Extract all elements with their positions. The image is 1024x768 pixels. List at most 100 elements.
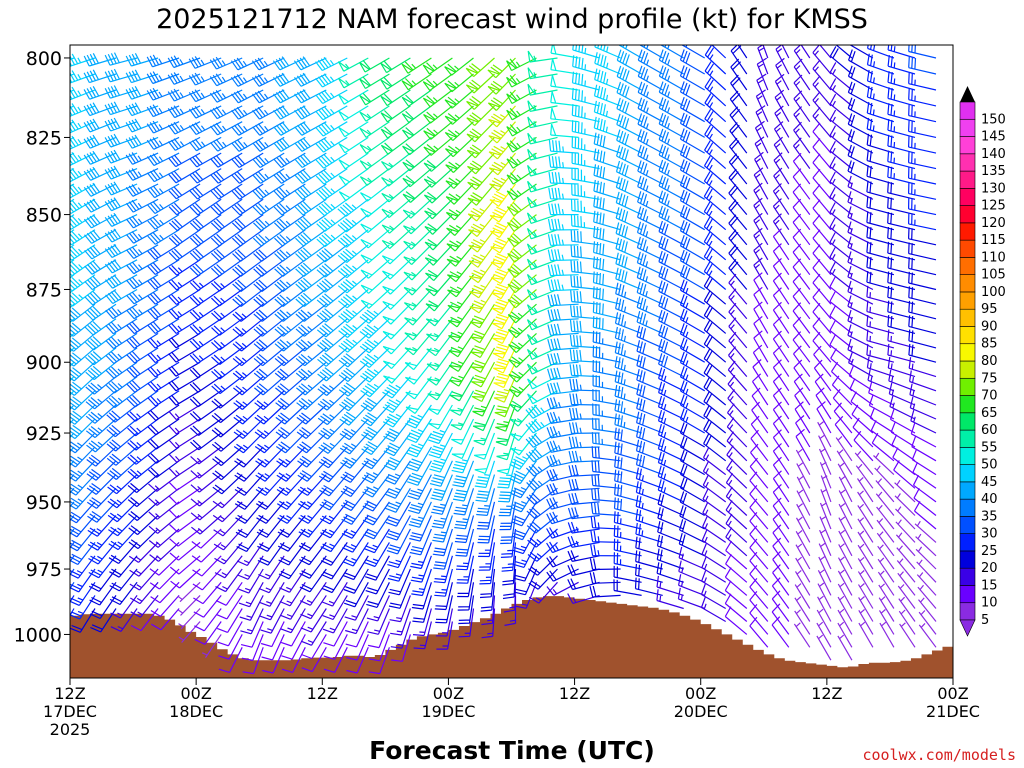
wind-barb — [300, 621, 327, 646]
wind-barb — [238, 582, 264, 608]
wind-barb — [820, 475, 832, 503]
wind-barb — [252, 73, 285, 87]
wind-barb — [829, 276, 853, 305]
wind-barb — [703, 216, 727, 246]
colorbar-segment — [959, 585, 976, 604]
wind-barb — [887, 300, 916, 320]
colorbar-tick-label: 100 — [981, 285, 1006, 300]
wind-barb — [793, 106, 811, 138]
wind-barb — [571, 136, 600, 154]
wind-barb — [796, 475, 811, 503]
wind-barb — [547, 367, 579, 381]
wind-barb — [232, 259, 264, 277]
wind-barb — [847, 144, 874, 170]
colorbar-segment — [959, 101, 976, 120]
wind-barb — [318, 418, 348, 440]
wind-barb — [728, 153, 748, 185]
wind-barb — [838, 516, 853, 543]
wind-barb — [703, 348, 727, 378]
colorbar-segment — [959, 239, 976, 258]
wind-barb — [337, 214, 369, 233]
wind-barb — [614, 384, 642, 406]
wind-barb — [570, 290, 600, 305]
wind-barb — [915, 533, 937, 557]
wind-barb — [83, 86, 117, 100]
wind-barb — [895, 506, 916, 530]
wind-barb — [866, 271, 895, 291]
wind-barb — [613, 565, 642, 583]
wind-barb — [888, 382, 916, 406]
wind-barb — [771, 603, 790, 635]
wind-barb — [465, 57, 495, 78]
wind-barb — [253, 274, 285, 292]
wind-barb — [359, 73, 390, 90]
colorbar-segment — [959, 447, 976, 465]
wind-barb — [852, 417, 874, 448]
wind-barb — [637, 81, 663, 107]
wind-barb — [829, 109, 853, 138]
wind-barb — [107, 487, 138, 509]
wind-barb — [126, 244, 159, 260]
wind-barb — [258, 555, 285, 580]
wind-barb — [679, 477, 706, 503]
wind-barb — [231, 183, 264, 200]
wind-barb — [909, 396, 937, 420]
wind-barb — [507, 289, 537, 309]
wind-barb — [526, 227, 558, 240]
wind-barb — [774, 73, 790, 107]
colorbar-segment — [959, 516, 976, 534]
wind-barb — [728, 168, 748, 200]
wind-barb — [426, 333, 453, 357]
wind-barb — [858, 596, 874, 622]
wind-barb — [898, 609, 916, 635]
wind-barb — [793, 90, 811, 123]
wind-barb — [189, 390, 222, 408]
wind-barb — [147, 274, 180, 290]
wind-barb — [887, 286, 916, 305]
wind-barb — [232, 244, 264, 262]
wind-barb — [724, 580, 748, 609]
wind-barb — [895, 532, 916, 557]
wind-barb — [300, 595, 327, 620]
wind-barb — [216, 595, 243, 620]
wind-barb — [451, 418, 475, 445]
wind-barb — [189, 229, 222, 247]
wind-barb — [613, 552, 642, 570]
wind-barb — [658, 235, 684, 261]
wind-barb — [149, 541, 180, 562]
wind-barb — [296, 432, 327, 454]
wind-barb — [252, 168, 285, 184]
wind-barb — [298, 501, 327, 524]
colorbar-segment — [959, 395, 976, 414]
wind-barb — [724, 606, 748, 635]
wind-barb — [774, 105, 790, 138]
wind-barb — [168, 198, 201, 216]
wind-barb — [337, 198, 369, 217]
wind-barb — [679, 249, 706, 276]
wind-barb — [252, 183, 285, 200]
wind-barb — [86, 487, 117, 509]
wind-barb — [338, 183, 369, 202]
wind-barb — [510, 474, 537, 499]
wind-barb — [147, 446, 180, 464]
wind-barb — [426, 318, 453, 342]
wind-barb — [211, 318, 243, 336]
wind-barb — [913, 488, 937, 516]
wind-barb — [468, 244, 495, 268]
wind-barb — [209, 89, 243, 103]
wind-barb — [838, 543, 853, 570]
wind-barb — [506, 168, 537, 185]
wind-barb — [508, 347, 537, 368]
wind-barb — [298, 515, 327, 538]
wind-barb — [616, 113, 642, 138]
wind-barb — [125, 134, 159, 149]
wind-barb — [381, 244, 411, 265]
wind-barb — [168, 244, 201, 261]
wind-barb — [70, 595, 96, 620]
wind-barb — [275, 404, 306, 425]
wind-barb — [866, 285, 895, 305]
wind-barb — [89, 595, 117, 620]
wind-barb — [252, 214, 285, 232]
wind-barb — [749, 591, 769, 622]
wind-barb — [70, 244, 75, 249]
